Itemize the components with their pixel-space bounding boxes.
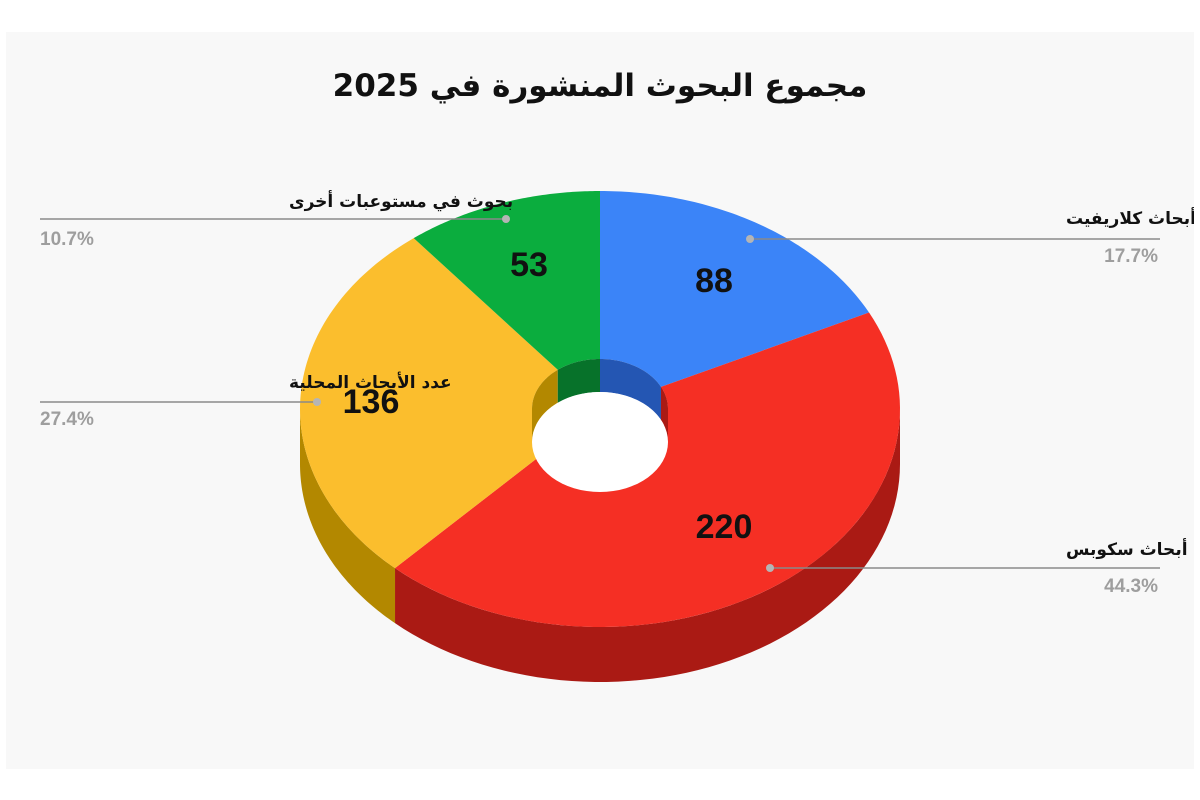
- donut-hole: [532, 359, 668, 492]
- legend-label-1: عدد أبحاث كلاريفيت: [1066, 207, 1194, 229]
- slice-3: [300, 238, 558, 569]
- slice-value-labels: 88 220 136 53: [343, 246, 753, 546]
- legend-percent-1: 17.7%: [1104, 246, 1158, 267]
- value-label-3: 136: [343, 383, 400, 421]
- leader-dot-4: [502, 215, 510, 223]
- legend-label-2: عدد أبحاث سكوبس: [1066, 538, 1194, 560]
- leader-dot-3: [313, 398, 321, 406]
- hole-wall-2: [660, 386, 668, 442]
- value-label-1: 88: [695, 262, 733, 300]
- slice-sides: [300, 409, 900, 682]
- legend-label-4: بحوث في مستوعبات أخرى: [289, 190, 513, 212]
- slice-4: [413, 191, 600, 370]
- value-label-4: 53: [510, 246, 548, 284]
- hole-wall-4: [557, 359, 600, 403]
- legend-label-3: عدد الأبحاث المحلية: [289, 372, 452, 393]
- slice-1: [600, 191, 870, 387]
- leader-dot-1: [746, 235, 754, 243]
- hole-wall-3: [532, 369, 558, 442]
- slice-side-2: [395, 409, 900, 682]
- value-label-2: 220: [696, 508, 753, 546]
- legend-percent-4: 10.7%: [40, 229, 94, 250]
- hole-floor: [532, 392, 668, 492]
- leader-legend: عدد أبحاث كلاريفيت 17.7% عدد أبحاث سكوبس 44…: [40, 190, 1194, 597]
- slice-side-3: [300, 409, 396, 624]
- chart-panel: مجموع البحوث المنشورة في 2025 88 220 136 53…: [6, 32, 1194, 769]
- legend-percent-3: 27.4%: [40, 409, 94, 430]
- legend-percent-2: 44.3%: [1104, 576, 1158, 597]
- donut-chart: مجموع البحوث المنشورة في 2025 88 220 136 53…: [40, 68, 1194, 682]
- leader-dot-2: [766, 564, 774, 572]
- chart-title: مجموع البحوث المنشورة في 2025: [333, 68, 868, 104]
- hole-wall-1: [600, 359, 661, 420]
